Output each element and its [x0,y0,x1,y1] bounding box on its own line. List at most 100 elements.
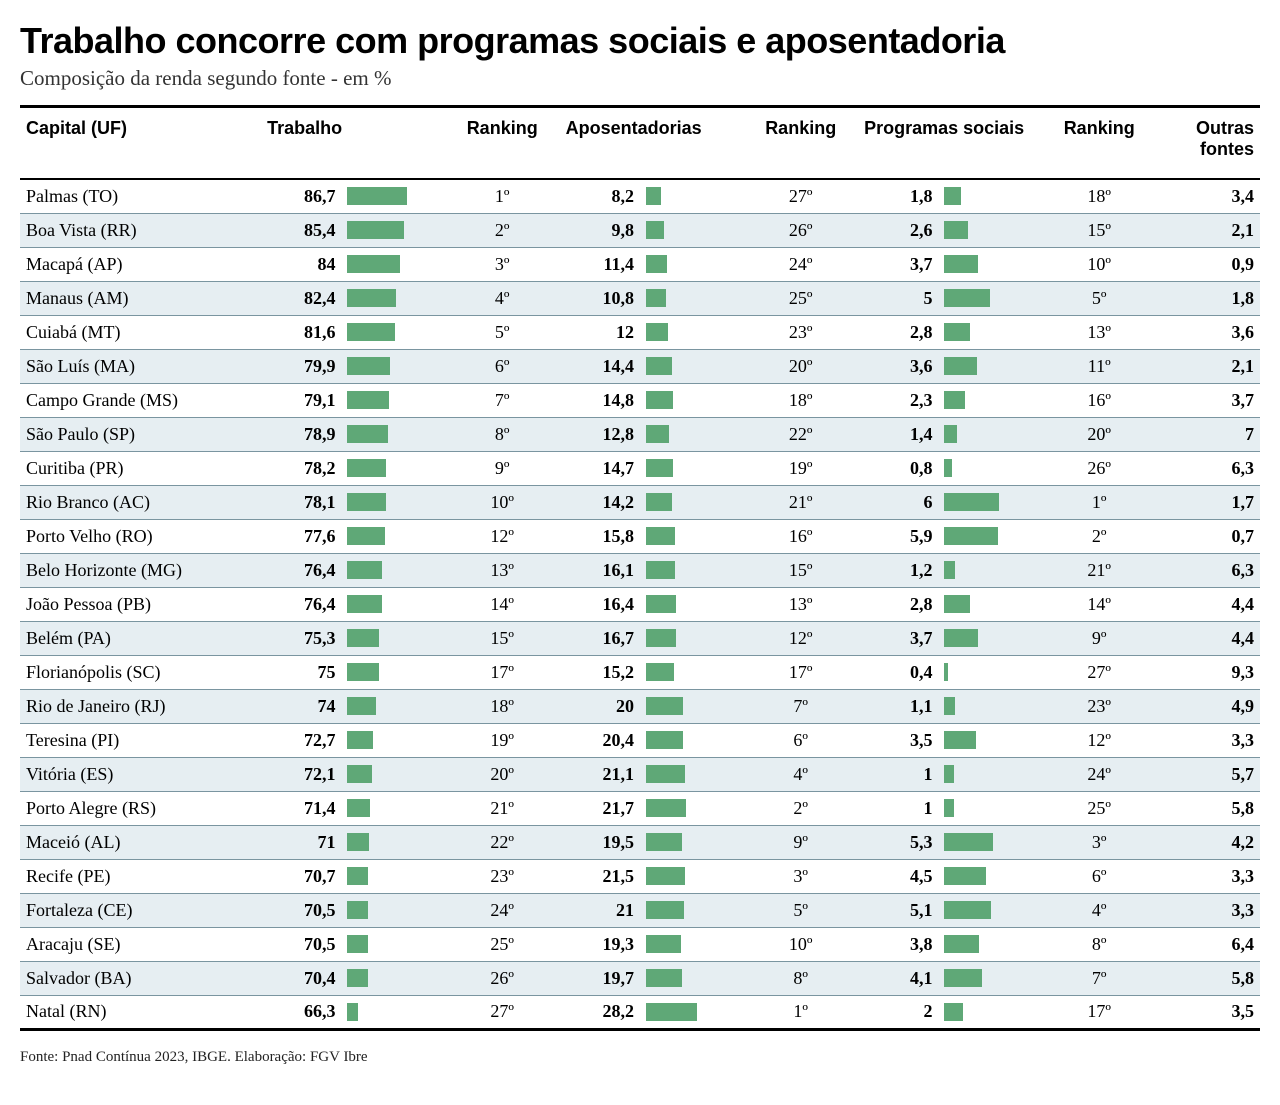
table-row: Palmas (TO)86,71º8,227º1,818º3,4 [20,179,1260,213]
bar-trabalho [347,697,376,715]
bar-cell [640,553,743,587]
table-row: Rio Branco (AC)78,110º14,221º61º1,7 [20,485,1260,519]
table-row: Curitiba (PR)78,29º14,719º0,826º6,3 [20,451,1260,485]
table-header-row: Capital (UF) Trabalho Ranking Aposentado… [20,107,1260,180]
cell-trabalho-rank: 12º [445,519,560,553]
cell-prog-value: 3,5 [858,723,938,757]
cell-apos-value: 11,4 [560,247,640,281]
bar-trabalho [347,969,367,987]
cell-capital: Campo Grande (MS) [20,383,261,417]
bar-cell [640,791,743,825]
bar-prog [944,425,957,443]
cell-trabalho-rank: 8º [445,417,560,451]
bar-trabalho [347,901,367,919]
bar-apos [646,561,675,579]
cell-outras-value: 4,2 [1157,825,1260,859]
bar-cell [341,417,444,451]
cell-apos-rank: 6º [743,723,858,757]
bar-cell [341,213,444,247]
cell-capital: Porto Alegre (RS) [20,791,261,825]
bar-cell [341,383,444,417]
cell-trabalho-value: 78,9 [261,417,341,451]
cell-prog-rank: 5º [1042,281,1157,315]
bar-apos [646,935,681,953]
bar-apos [646,969,682,987]
cell-trabalho-rank: 26º [445,961,560,995]
cell-prog-rank: 18º [1042,179,1157,213]
cell-outras-value: 3,3 [1157,893,1260,927]
cell-outras-value: 3,6 [1157,315,1260,349]
bar-cell [640,417,743,451]
table-row: São Luís (MA)79,96º14,420º3,611º2,1 [20,349,1260,383]
cell-prog-rank: 12º [1042,723,1157,757]
cell-capital: Belém (PA) [20,621,261,655]
table-row: Boa Vista (RR)85,42º9,826º2,615º2,1 [20,213,1260,247]
cell-prog-rank: 27º [1042,655,1157,689]
bar-cell [341,927,444,961]
bar-cell [938,723,1041,757]
bar-trabalho [347,323,394,341]
cell-trabalho-value: 71,4 [261,791,341,825]
bar-apos [646,595,676,613]
bar-prog [944,561,955,579]
cell-trabalho-rank: 4º [445,281,560,315]
bar-trabalho [347,663,378,681]
table-row: Florianópolis (SC)7517º15,217º0,427º9,3 [20,655,1260,689]
cell-apos-value: 9,8 [560,213,640,247]
bar-cell [938,519,1041,553]
bar-prog [944,731,976,749]
bar-cell [341,859,444,893]
cell-prog-value: 0,4 [858,655,938,689]
bar-cell [938,927,1041,961]
cell-prog-value: 4,5 [858,859,938,893]
bar-cell [640,349,743,383]
bar-apos [646,323,668,341]
bar-trabalho [347,935,367,953]
cell-prog-rank: 17º [1042,995,1157,1029]
cell-capital: Boa Vista (RR) [20,213,261,247]
bar-cell [341,723,444,757]
bar-cell [640,587,743,621]
cell-prog-value: 2,8 [858,587,938,621]
cell-trabalho-rank: 20º [445,757,560,791]
cell-capital: Belo Horizonte (MG) [20,553,261,587]
cell-outras-value: 2,1 [1157,349,1260,383]
cell-prog-value: 2 [858,995,938,1029]
bar-cell [938,621,1041,655]
page-title: Trabalho concorre com programas sociais … [20,20,1260,62]
cell-trabalho-value: 76,4 [261,553,341,587]
cell-outras-value: 0,9 [1157,247,1260,281]
col-programas-sociais: Programas sociais [858,107,1042,180]
bar-cell [640,723,743,757]
cell-apos-rank: 25º [743,281,858,315]
cell-prog-rank: 25º [1042,791,1157,825]
bar-cell [640,519,743,553]
bar-apos [646,255,667,273]
cell-trabalho-rank: 7º [445,383,560,417]
cell-trabalho-value: 75,3 [261,621,341,655]
cell-prog-rank: 14º [1042,587,1157,621]
cell-capital: Manaus (AM) [20,281,261,315]
cell-apos-rank: 17º [743,655,858,689]
bar-cell [640,961,743,995]
cell-apos-rank: 9º [743,825,858,859]
cell-prog-rank: 16º [1042,383,1157,417]
bar-cell [938,179,1041,213]
bar-prog [944,799,953,817]
bar-cell [341,961,444,995]
bar-cell [640,281,743,315]
cell-apos-value: 28,2 [560,995,640,1029]
bar-prog [944,901,991,919]
cell-prog-value: 5,3 [858,825,938,859]
cell-capital: Cuiabá (MT) [20,315,261,349]
table-row: Recife (PE)70,723º21,53º4,56º3,3 [20,859,1260,893]
bar-cell [938,655,1041,689]
cell-trabalho-value: 79,9 [261,349,341,383]
cell-apos-value: 12 [560,315,640,349]
bar-prog [944,697,954,715]
bar-prog [944,935,979,953]
cell-prog-value: 1,1 [858,689,938,723]
bar-apos [646,765,685,783]
bar-cell [341,451,444,485]
cell-apos-value: 14,8 [560,383,640,417]
